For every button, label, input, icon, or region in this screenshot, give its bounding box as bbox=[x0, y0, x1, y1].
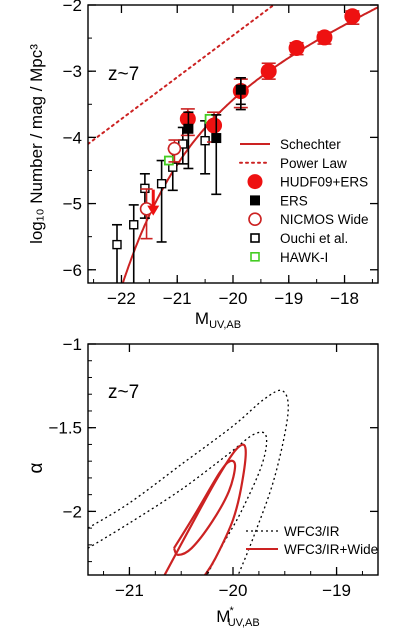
legend-entry-label: Power Law bbox=[280, 156, 347, 171]
contour-x-tick-label: −19 bbox=[322, 581, 351, 600]
lf-legend: Schechter Power Law HUDF09+ERS ERS NICMOS Wi… bbox=[239, 137, 369, 265]
contour-redshift-label: z~7 bbox=[108, 382, 139, 403]
ouchi-point bbox=[200, 135, 210, 146]
lf-y-tick-label: −2 bbox=[63, 0, 82, 15]
legend-square-swatch bbox=[250, 233, 260, 243]
lf-x-tick-label: −22 bbox=[107, 289, 136, 308]
contour-y-axis-label: α bbox=[26, 462, 47, 473]
luminosity-function-panel: −22 −21 −20 −19 −18 −6 −5 −4 −3 −2 z~7 log₁₀ Numb… bbox=[27, 0, 379, 331]
legend-entry-label: HAWK-I bbox=[280, 250, 328, 265]
lf-y-tick-label: −5 bbox=[63, 195, 82, 214]
ouchi-point bbox=[112, 239, 122, 250]
contour-y-tick-label: −1.5 bbox=[48, 419, 82, 438]
ers-point bbox=[211, 133, 222, 144]
legend-entry-label: Schechter bbox=[280, 137, 341, 152]
legend-entry-label: NICMOS Wide bbox=[280, 212, 369, 227]
nicmos-upper-limit-arrow bbox=[147, 205, 160, 216]
contour-x-tick-label: −21 bbox=[115, 581, 144, 600]
hudf-point bbox=[260, 63, 277, 80]
contour-y-tick-label: −2 bbox=[63, 502, 82, 521]
contour-plot-frame bbox=[87, 343, 379, 576]
wfc3-contour-inner bbox=[88, 431, 268, 575]
hawki-point bbox=[163, 155, 174, 166]
ers-point bbox=[235, 84, 246, 95]
hudf-point bbox=[288, 40, 305, 57]
power-law-line bbox=[88, 5, 276, 145]
lf-plot-area bbox=[88, 5, 378, 283]
schechter-contour-panel: −21 −20 −19−2−1.5−1 z~7 α M* UV,AB WFC3/IRW… bbox=[26, 335, 379, 629]
legend-nicmos-swatch bbox=[248, 212, 262, 226]
contour-legend-label: WFC3/IR bbox=[284, 524, 340, 539]
hudf-point bbox=[344, 8, 361, 25]
contour-x-axis-label: M* UV,AB bbox=[216, 605, 259, 629]
wfc3-wide-contour-outer bbox=[163, 443, 247, 575]
lf-x-tick-label: −20 bbox=[219, 289, 248, 308]
lf-redshift-label: z~7 bbox=[108, 64, 139, 85]
contour-x-tick-label: −20 bbox=[219, 581, 248, 600]
lf-y-axis-label: log₁₀ Number / mag / Mpc³ bbox=[27, 44, 46, 244]
lf-x-tick-label: −21 bbox=[163, 289, 192, 308]
ers-point bbox=[183, 123, 194, 134]
lf-x-axis-label: MUV,AB bbox=[195, 309, 241, 331]
legend-entry-label: Ouchi et al. bbox=[280, 231, 348, 246]
contour-legend-label: WFC3/IR+Wide bbox=[284, 542, 378, 557]
hudf-point bbox=[206, 117, 223, 134]
ouchi-point bbox=[156, 179, 167, 189]
contour-plot-area bbox=[88, 389, 289, 575]
lf-y-tick-label: −3 bbox=[63, 62, 82, 81]
wfc3-wide-contour-inner bbox=[172, 459, 237, 557]
legend-hudf-swatch bbox=[247, 174, 263, 190]
wfc3-contour-outer bbox=[88, 389, 289, 575]
contour-legend: WFC3/IR WFC3/IR+Wide bbox=[246, 524, 378, 557]
legend-entry-label: HUDF09+ERS bbox=[280, 175, 368, 190]
lf-y-tick-label: −6 bbox=[63, 261, 82, 280]
nicmos-point bbox=[167, 141, 182, 156]
legend-entry-label: ERS bbox=[280, 193, 308, 208]
legend-square-swatch bbox=[250, 252, 260, 262]
legend-ers-swatch bbox=[250, 195, 260, 206]
ouchi-point bbox=[129, 220, 139, 230]
contour-y-tick-label: −1 bbox=[63, 335, 82, 354]
hudf-point bbox=[316, 29, 333, 46]
lf-x-tick-label: −18 bbox=[330, 289, 359, 308]
lf-y-tick-label: −4 bbox=[63, 128, 82, 147]
lf-x-tick-label: −19 bbox=[274, 289, 303, 308]
